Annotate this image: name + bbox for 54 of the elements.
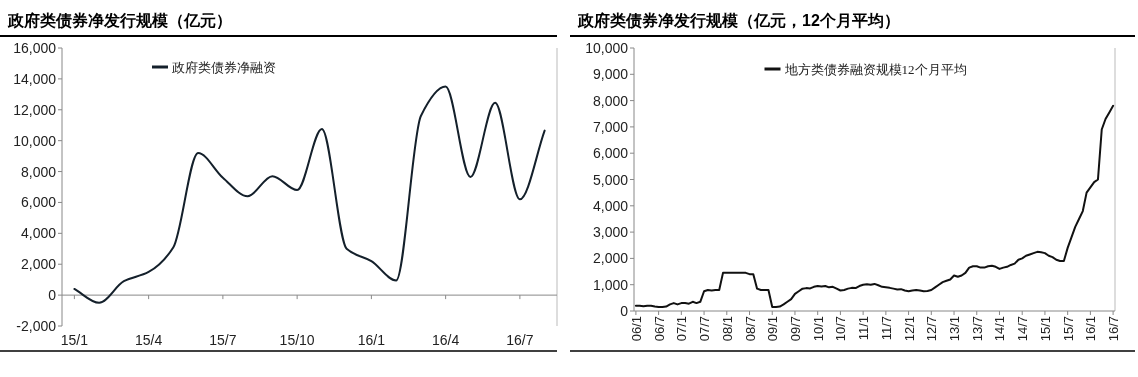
x-tick-label: 15/1 xyxy=(1037,316,1053,342)
y-tick-label: 10,000 xyxy=(585,40,629,56)
y-tick-label: -2,000 xyxy=(16,318,57,334)
y-tick-label: 8,000 xyxy=(20,163,57,180)
x-tick-label: 16/7 xyxy=(506,332,534,348)
y-tick-label: 0 xyxy=(620,303,629,319)
x-tick-label: 14/1 xyxy=(992,316,1008,342)
y-tick-label: 12,000 xyxy=(13,101,57,118)
legend-label: 地方类债券融资规模12个月平均 xyxy=(783,62,967,77)
y-tick-label: 4,000 xyxy=(20,225,57,242)
x-tick-label: 16/1 xyxy=(1083,316,1099,342)
x-tick-label: 09/7 xyxy=(787,316,803,342)
y-tick-label: 9,000 xyxy=(592,66,629,83)
chart-title: 政府类债券净发行规模（亿元，12个月平均） xyxy=(577,11,900,30)
x-tick-label: 10/1 xyxy=(810,316,826,342)
x-tick-label: 13/1 xyxy=(947,316,963,342)
x-tick-label: 08/7 xyxy=(742,316,758,342)
y-tick-label: 5,000 xyxy=(592,171,629,188)
x-tick-label: 11/7 xyxy=(878,316,894,341)
x-tick-label: 07/1 xyxy=(674,316,690,342)
x-tick-label: 16/1 xyxy=(357,332,386,348)
x-tick-label: 16/7 xyxy=(1106,316,1122,342)
x-tick-label: 08/1 xyxy=(719,316,735,342)
y-tick-label: 16,000 xyxy=(13,40,57,56)
x-tick-label: 07/7 xyxy=(697,316,713,342)
x-tick-label: 15/7 xyxy=(1060,316,1076,342)
x-tick-label: 15/4 xyxy=(135,332,163,348)
x-tick-label: 09/1 xyxy=(765,316,781,342)
x-tick-label: 06/1 xyxy=(628,316,644,342)
x-tick-label: 15/1 xyxy=(60,332,89,348)
x-tick-label: 15/7 xyxy=(209,332,237,348)
x-tick-label: 15/10 xyxy=(279,332,315,348)
chart-title: 政府类债券净发行规模（亿元） xyxy=(7,11,232,30)
x-tick-label: 12/7 xyxy=(924,316,940,342)
y-tick-label: 4,000 xyxy=(592,197,629,214)
x-tick-label: 10/7 xyxy=(833,316,849,342)
y-tick-label: 3,000 xyxy=(592,224,629,241)
x-tick-label: 16/4 xyxy=(432,332,460,348)
x-tick-label: 11/1 xyxy=(856,316,872,341)
y-tick-label: 0 xyxy=(48,287,57,304)
y-tick-label: 2,000 xyxy=(20,256,57,273)
y-tick-label: 7,000 xyxy=(592,118,629,135)
x-tick-label: 14/7 xyxy=(1015,316,1031,342)
y-tick-label: 8,000 xyxy=(592,92,629,109)
y-tick-label: 14,000 xyxy=(13,70,57,87)
y-tick-label: 10,000 xyxy=(13,132,57,149)
x-tick-label: 06/7 xyxy=(651,316,667,342)
y-tick-label: 1,000 xyxy=(592,276,629,293)
x-tick-label: 13/7 xyxy=(969,316,985,342)
legend-label: 政府类债券净融资 xyxy=(172,60,276,75)
y-tick-label: 2,000 xyxy=(592,250,629,267)
y-tick-label: 6,000 xyxy=(20,194,57,211)
x-tick-label: 12/1 xyxy=(901,316,917,342)
y-tick-label: 6,000 xyxy=(592,145,629,162)
